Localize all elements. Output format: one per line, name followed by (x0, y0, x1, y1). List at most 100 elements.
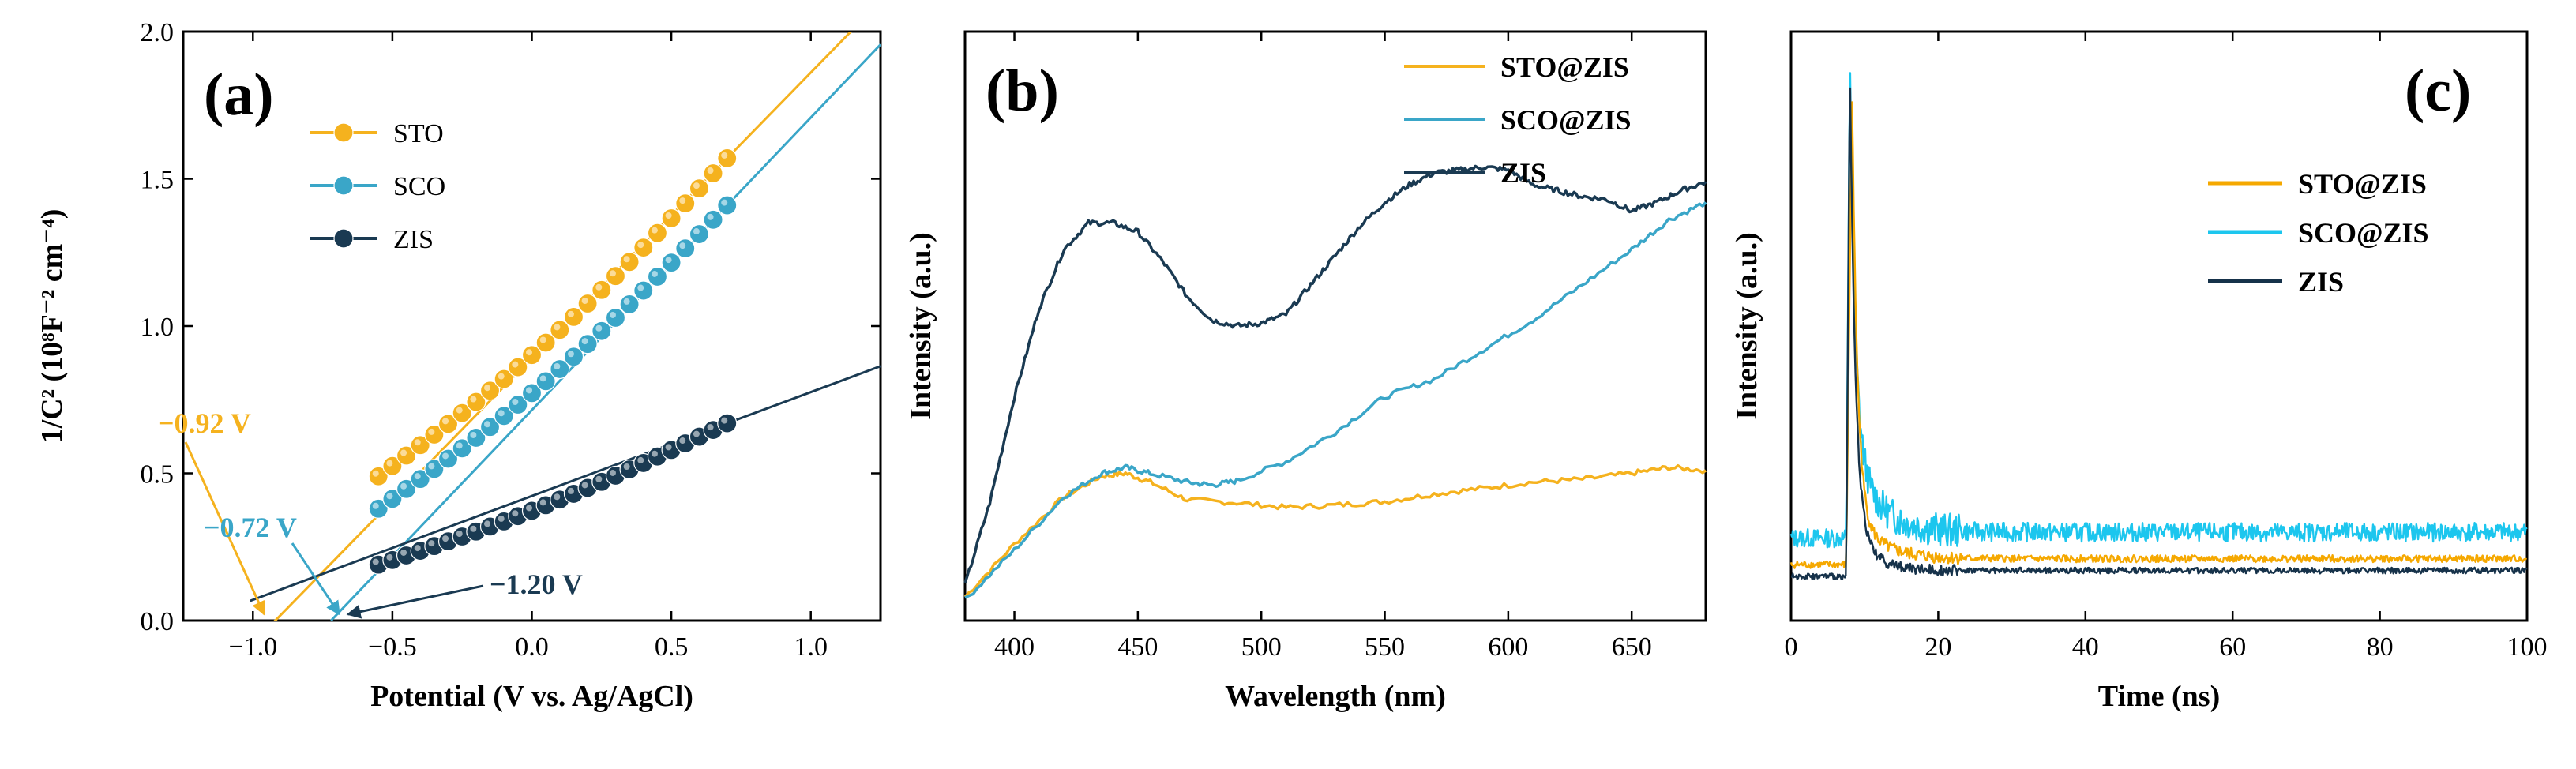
data-point-highlight (707, 213, 714, 220)
legend-label: ZIS (1500, 157, 1546, 189)
data-point (619, 294, 640, 315)
data-point-highlight (581, 338, 588, 345)
x-tick-label: 600 (1488, 632, 1528, 662)
y-tick-label: 0.5 (141, 460, 175, 490)
data-point-highlight (637, 456, 644, 463)
data-point-highlight (721, 199, 728, 206)
y-tick-label: 2.0 (141, 18, 175, 47)
panel-a-chart: −1.0 −0.5 0.0 0.5 1.0 0.0 0.5 1.0 1.5 2.0 Potentia… (36, 18, 882, 713)
legend-marker (333, 228, 354, 249)
annotation-arrow (291, 542, 341, 616)
data-point-highlight (665, 444, 672, 451)
data-point-highlight (400, 449, 407, 456)
data-point-highlight (498, 373, 505, 380)
data-point-highlight (400, 549, 407, 556)
data-point-highlight (679, 242, 686, 249)
data-point-highlight (539, 499, 546, 506)
series-line-zis (1790, 87, 2528, 580)
legend-label: STO@ZIS (1500, 51, 1629, 83)
series-line-sto@zis (963, 463, 1707, 598)
legend-label: SCO@ZIS (2298, 217, 2429, 249)
data-point-highlight (456, 531, 463, 538)
x-axis-label: Time (ns) (2098, 680, 2220, 713)
plot-frame (963, 30, 1707, 622)
series-sco (368, 195, 738, 519)
data-point (717, 413, 738, 433)
series-line-sto@zis (1789, 101, 2527, 569)
data-point-highlight (526, 387, 532, 394)
data-point-highlight (526, 349, 532, 356)
legend-label: SCO (393, 172, 445, 201)
data-point-highlight (386, 493, 393, 500)
panel-b-chart: 400 450 500 550 600 650 Wavelength (nm) Intensi… (904, 30, 1707, 713)
data-point-highlight (428, 540, 435, 547)
data-point-highlight (470, 431, 477, 438)
data-point-highlight (442, 452, 449, 460)
data-point-highlight (693, 182, 700, 189)
data-point-highlight (651, 450, 658, 457)
data-point-highlight (567, 351, 574, 358)
data-point-highlight (498, 410, 505, 417)
data-point-highlight (665, 212, 672, 219)
panel-letter: (a) (204, 62, 274, 128)
legend-label: SCO@ZIS (1500, 104, 1632, 136)
x-tick-label: 80 (2367, 632, 2394, 662)
data-point-highlight (595, 283, 603, 291)
x-tick-label: 60 (2219, 632, 2246, 662)
data-point-highlight (539, 336, 546, 343)
data-point-highlight (442, 418, 449, 425)
data-point (591, 279, 612, 300)
data-point-highlight (400, 482, 407, 490)
data-point-highlight (456, 442, 463, 449)
data-point (661, 253, 682, 273)
data-point-highlight (679, 197, 686, 204)
data-point-highlight (414, 473, 421, 480)
data-point-highlight (721, 152, 728, 159)
data-point-highlight (512, 361, 519, 368)
annotation-arrow (184, 441, 265, 616)
data-point-highlight (484, 520, 491, 527)
data-point (633, 238, 654, 258)
x-tick-label: 0.5 (655, 632, 689, 662)
x-tick-label: 650 (1612, 632, 1652, 662)
x-tick-label: 1.0 (794, 632, 828, 662)
data-point-highlight (567, 310, 574, 317)
data-point (689, 223, 710, 245)
x-tick-label: −1.0 (228, 632, 277, 662)
annotation-arrow (346, 584, 484, 619)
series-line-sco@zis (1789, 72, 2528, 549)
y-axis-label: Intensity (a.u.) (904, 232, 937, 420)
y-tick-label: 0.0 (141, 607, 175, 636)
legend-marker (333, 122, 354, 143)
data-point (605, 266, 626, 287)
data-point-highlight (707, 424, 714, 431)
data-point-highlight (637, 284, 644, 291)
data-point-highlight (456, 407, 463, 414)
series-zis (368, 413, 738, 575)
data-point-highlight (372, 502, 379, 509)
data-point-highlight (623, 256, 630, 263)
data-point-highlight (512, 510, 519, 517)
data-point-highlight (609, 311, 616, 318)
data-point-highlight (372, 470, 379, 477)
data-point-highlight (386, 460, 393, 467)
data-point-highlight (554, 493, 561, 501)
data-point-highlight (595, 324, 603, 332)
data-point-highlight (665, 257, 672, 264)
data-point-highlight (693, 228, 700, 235)
data-point-highlight (498, 515, 505, 522)
x-tick-label: −0.5 (368, 632, 417, 662)
data-point (661, 208, 682, 229)
legend-label: STO (393, 119, 444, 148)
data-point-highlight (679, 437, 686, 445)
data-point-highlight (428, 428, 435, 435)
data-point-highlight (651, 227, 658, 234)
data-point-highlight (512, 399, 519, 406)
data-point-highlight (651, 270, 658, 277)
y-tick-label: 1.5 (141, 166, 175, 195)
series-line-zis (963, 164, 1707, 583)
data-point-highlight (581, 298, 588, 305)
y-axis-label: 1/C² (10⁸F⁻² cm⁻⁴) (36, 209, 69, 444)
data-point (675, 238, 696, 259)
